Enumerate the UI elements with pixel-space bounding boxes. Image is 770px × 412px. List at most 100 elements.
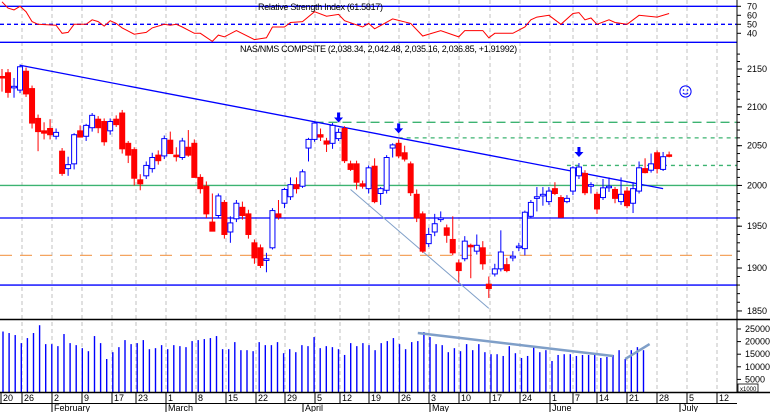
candle-body (593, 193, 600, 210)
candle (335, 128, 342, 141)
volume-unit-label: x1000 (740, 387, 757, 393)
candle (323, 137, 330, 152)
candle-body (11, 85, 18, 89)
candle-body (89, 114, 96, 129)
candle (347, 160, 354, 172)
candle (443, 224, 450, 243)
candle (221, 199, 228, 239)
candle (281, 187, 288, 209)
candle (497, 230, 504, 272)
candle-body (269, 210, 276, 249)
candle (17, 64, 24, 94)
candle-body (239, 206, 246, 217)
candle-body (407, 163, 414, 194)
candle-body (600, 187, 606, 199)
price-tick-label: 2000 (747, 180, 767, 190)
candle-body (630, 188, 637, 204)
candle-body (59, 150, 66, 174)
rsi-line (1, 1, 670, 43)
candle-body (161, 138, 168, 157)
candle (23, 67, 30, 97)
candle (581, 170, 588, 196)
date-tick-label: 9 (84, 393, 89, 403)
candle (257, 244, 264, 269)
candle (233, 199, 240, 223)
candle-body (497, 251, 504, 270)
candle (642, 158, 649, 174)
candle (353, 160, 360, 190)
date-tick-label: 23 (138, 393, 148, 403)
candle-body (431, 223, 438, 233)
candle (365, 165, 372, 194)
candle (648, 153, 655, 173)
candle (509, 251, 516, 262)
date-tick-label: 17 (114, 393, 124, 403)
candle-body (443, 227, 450, 236)
candle (575, 163, 582, 180)
candle-body (23, 70, 30, 95)
price-tick-label: 2050 (747, 141, 767, 151)
candle (612, 187, 619, 204)
date-tick-label: 7 (575, 393, 580, 403)
arrow-down-icon (574, 147, 584, 158)
candle (209, 193, 216, 232)
volume-trend-line (624, 343, 651, 361)
candle-body (419, 213, 426, 252)
candle (383, 155, 390, 194)
price-tick-label: 2150 (747, 64, 767, 74)
candle-body (305, 138, 312, 149)
candle (395, 139, 402, 159)
candle-body (606, 185, 613, 189)
candle-body (413, 193, 420, 219)
price-tick-label: 1950 (747, 221, 767, 231)
candle (317, 128, 324, 141)
candle-body (41, 130, 48, 134)
candle (95, 116, 102, 134)
candle-body (245, 213, 252, 235)
arrow-down-icon (394, 123, 404, 134)
month-label: June (552, 403, 572, 412)
candle (329, 123, 336, 149)
candle-body (311, 122, 318, 140)
candle (173, 147, 180, 162)
candle-body (642, 168, 649, 174)
candle (389, 143, 396, 158)
price-tick-label: 1850 (747, 306, 767, 316)
candle-body (53, 131, 60, 137)
candle (41, 122, 48, 140)
price-tick-label: 2100 (747, 102, 767, 112)
candle (131, 147, 138, 186)
date-tick-label: 21 (629, 393, 639, 403)
candle (359, 180, 366, 189)
candle (371, 158, 378, 204)
candle-body (221, 201, 228, 235)
candle (407, 161, 414, 196)
candle (179, 137, 186, 160)
candle (275, 199, 282, 220)
candle-body (467, 244, 474, 248)
candle (311, 122, 318, 142)
candle (660, 151, 667, 172)
candle-body (227, 222, 234, 233)
candle-body (491, 268, 498, 275)
candle-body (557, 197, 564, 218)
candle-body (281, 188, 288, 204)
candle-body (401, 152, 408, 160)
candle (197, 174, 204, 194)
candle-body (479, 247, 486, 265)
month-label: July (682, 403, 699, 412)
candle-body (539, 193, 546, 197)
date-tick-label: 8 (198, 393, 203, 403)
candle (425, 227, 432, 247)
date-tick-label: 19 (371, 393, 381, 403)
candle-body (329, 124, 336, 144)
candle-body (575, 166, 582, 177)
candle-body (563, 197, 570, 203)
candle-body (17, 66, 24, 91)
candle (437, 211, 444, 223)
candle-body (461, 240, 468, 260)
candle (155, 150, 162, 165)
candle-body (263, 258, 270, 261)
candle (203, 181, 210, 218)
